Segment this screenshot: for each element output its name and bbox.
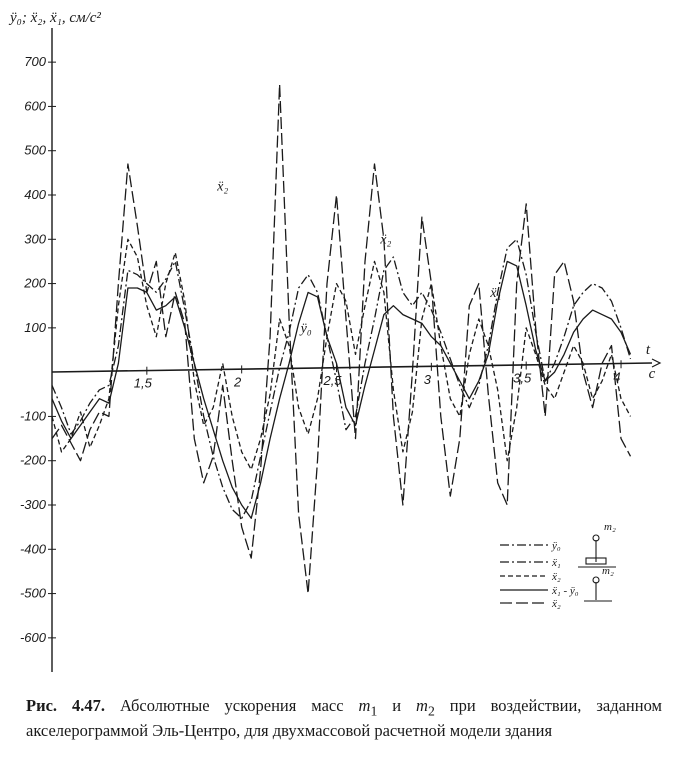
caption-text-1: Абсолютные ускорения масс xyxy=(119,696,359,715)
schematic-mass xyxy=(592,534,600,542)
series-line-3 xyxy=(51,83,632,595)
x-axis-label: t xyxy=(646,342,651,358)
legend-entry-4: ẍ₁ - ÿ₀ xyxy=(551,585,579,597)
series-line-1 xyxy=(51,260,632,519)
caption-prefix: Рис. 4.47. xyxy=(26,696,105,715)
legend-entry-2: ẍ₁ xyxy=(551,557,561,569)
series-annotation-3: ẍ₁ xyxy=(489,286,501,301)
y-tick-label: -100 xyxy=(20,408,47,423)
y-tick-label: 100 xyxy=(24,320,46,335)
schematic-mass-label: m₂ xyxy=(602,565,614,577)
series-line-2 xyxy=(51,238,632,519)
y-axis-label: ÿ₀; ẍ₂, ẍ₁, см/с² xyxy=(8,10,101,26)
caption-text-2: при воздействии, заданном акселерограммо… xyxy=(26,696,662,741)
x-tick-label: 3 xyxy=(424,372,432,387)
caption-m2: m xyxy=(416,696,428,715)
series-annotation-4: ÿ₀ xyxy=(299,321,312,336)
series-group xyxy=(51,83,632,595)
labels: ÿ₀; ẍ₂, ẍ₁, см/с² tс ẍ₂ ẍ₂ ẍ₁ ÿ₀ xyxy=(8,10,656,382)
series-line-4 xyxy=(51,238,632,471)
x-axis-unit: с xyxy=(649,366,656,382)
y-tick-label: 500 xyxy=(24,143,46,158)
y-tick-label: -400 xyxy=(20,541,47,556)
legend-entry-5: ẍ₂ xyxy=(551,598,561,610)
y-tick-label: 200 xyxy=(23,276,46,291)
y-tick-label: 300 xyxy=(24,231,46,246)
y-tick-label: 600 xyxy=(24,98,46,113)
x-tick-label: 3,5 xyxy=(513,371,532,386)
x-axis-line xyxy=(51,362,653,373)
x-tick-label: 1,5 xyxy=(134,376,153,391)
series-annotation-1: ẍ₂ xyxy=(216,180,228,195)
x-axis-arrow xyxy=(651,358,662,368)
y-tick-label: -500 xyxy=(20,586,47,601)
schematic-mass-label: m₂ xyxy=(604,521,616,533)
y-tick-label: -200 xyxy=(20,453,47,468)
y-tick-label: 400 xyxy=(24,187,46,202)
caption-m2-sub: 2 xyxy=(427,703,435,719)
y-tick-label: -300 xyxy=(20,497,47,512)
schematic-mass xyxy=(592,576,600,584)
y-tick-label: 700 xyxy=(24,54,46,69)
caption-m1: m xyxy=(358,696,371,715)
schematic-base xyxy=(585,557,607,565)
axes: 700 600 500 400 300 200 100 -100 -200 -300 -400 -50… xyxy=(20,28,662,672)
series-annotation-2: ẍ₂ xyxy=(379,233,391,248)
model-schematic-upper: m₂ xyxy=(578,521,616,568)
caption-and: и xyxy=(377,696,417,715)
caption-m1-sub: 1 xyxy=(370,703,378,719)
x-tick-label: 4 xyxy=(613,369,620,384)
chart: 700 600 500 400 300 200 100 -100 -200 -300 -400 -50… xyxy=(8,10,662,672)
y-tick-label: -600 xyxy=(20,630,47,645)
legend-entry-3: ẍ₂ xyxy=(551,571,561,583)
x-tick-label: 2 xyxy=(233,374,242,389)
figure-caption: Рис. 4.47. Абсолютные ускорения масс m1 … xyxy=(26,696,662,741)
legend-entry-1: ÿ₀ xyxy=(551,540,561,552)
model-schematic-lower: m₂ xyxy=(584,565,614,602)
